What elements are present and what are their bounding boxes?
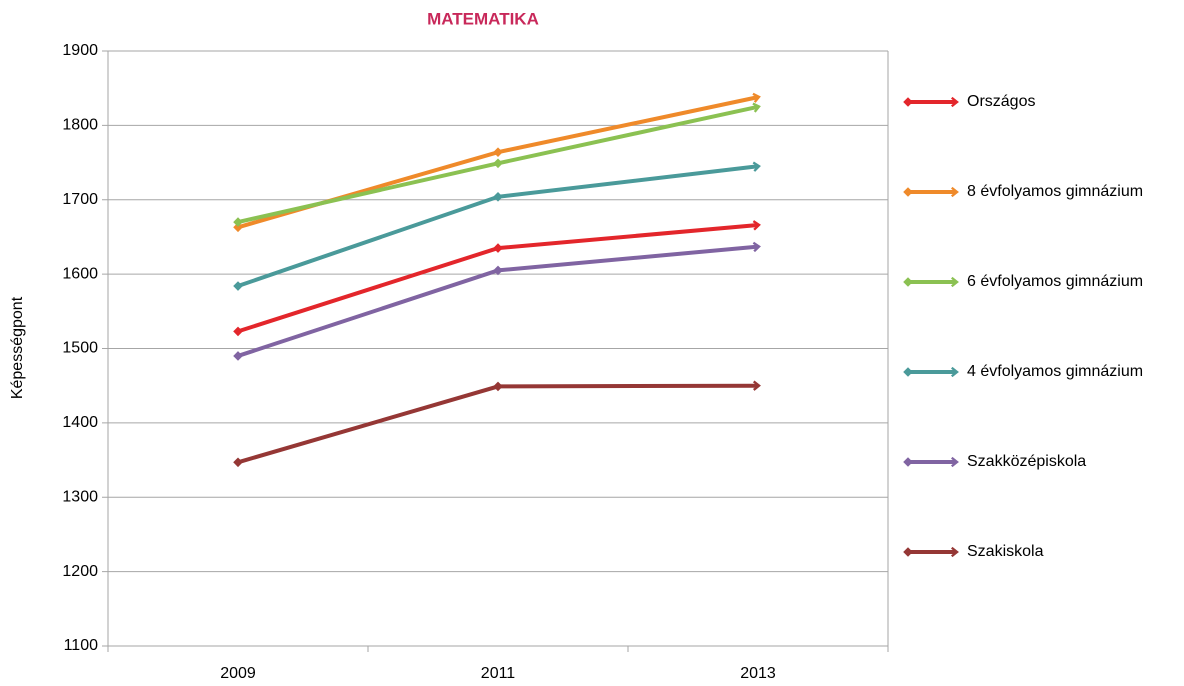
y-tick-label: 1800: [62, 117, 98, 134]
x-tick-label: 2011: [481, 665, 516, 682]
legend-label: Országos: [967, 93, 1035, 110]
y-tick-label: 1200: [62, 563, 98, 580]
y-tick-label: 1100: [64, 637, 99, 654]
x-tick-label: 2009: [220, 665, 256, 682]
series-line: [233, 220, 761, 337]
y-tick-label: 1900: [62, 42, 98, 59]
series-line: [233, 380, 761, 468]
series-line: [233, 102, 761, 227]
y-tick-label: 1700: [62, 191, 98, 208]
legend-label: 6 évfolyamos gimnázium: [967, 273, 1143, 290]
chart-title: MATEMATIKA: [427, 9, 539, 28]
legend-label: Szakiskola: [967, 543, 1044, 560]
y-tick-label: 1500: [62, 340, 98, 357]
legend-label: 4 évfolyamos gimnázium: [967, 363, 1143, 380]
y-axis-label: Képességpont: [9, 296, 26, 399]
y-tick-label: 1400: [62, 414, 98, 431]
legend-label: 8 évfolyamos gimnázium: [967, 183, 1143, 200]
legend-label: Szakközépiskola: [967, 453, 1086, 470]
y-tick-label: 1300: [62, 488, 98, 505]
series-line: [233, 241, 761, 361]
x-tick-label: 2013: [740, 665, 776, 682]
series-line: [233, 161, 761, 291]
y-tick-label: 1600: [62, 265, 98, 282]
